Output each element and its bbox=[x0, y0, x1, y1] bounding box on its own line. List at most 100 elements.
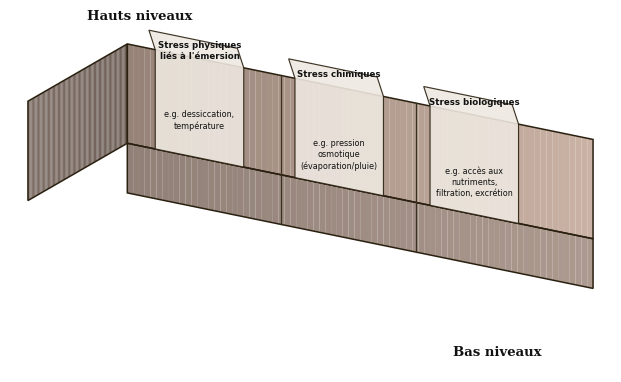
Polygon shape bbox=[576, 136, 581, 236]
Polygon shape bbox=[220, 63, 226, 163]
Polygon shape bbox=[71, 76, 73, 175]
Polygon shape bbox=[558, 231, 564, 282]
Polygon shape bbox=[535, 227, 541, 278]
Polygon shape bbox=[477, 116, 483, 216]
Polygon shape bbox=[296, 178, 302, 229]
Polygon shape bbox=[325, 84, 331, 185]
Polygon shape bbox=[119, 48, 120, 148]
Polygon shape bbox=[505, 221, 512, 272]
Polygon shape bbox=[279, 75, 284, 175]
Polygon shape bbox=[412, 102, 419, 203]
Polygon shape bbox=[541, 228, 546, 279]
Polygon shape bbox=[407, 201, 412, 251]
Polygon shape bbox=[459, 112, 465, 212]
Polygon shape bbox=[197, 157, 203, 209]
Polygon shape bbox=[37, 96, 38, 196]
Polygon shape bbox=[395, 99, 401, 199]
Polygon shape bbox=[97, 60, 99, 160]
Polygon shape bbox=[197, 58, 203, 159]
Polygon shape bbox=[150, 49, 156, 149]
Polygon shape bbox=[273, 173, 279, 224]
Polygon shape bbox=[505, 121, 512, 222]
Polygon shape bbox=[267, 73, 273, 173]
Polygon shape bbox=[383, 97, 389, 197]
Polygon shape bbox=[261, 71, 267, 172]
Polygon shape bbox=[395, 198, 401, 249]
Polygon shape bbox=[209, 61, 215, 161]
Polygon shape bbox=[569, 135, 576, 235]
Polygon shape bbox=[40, 93, 42, 193]
Polygon shape bbox=[94, 63, 95, 163]
Polygon shape bbox=[57, 84, 58, 184]
Polygon shape bbox=[569, 234, 576, 285]
Polygon shape bbox=[243, 68, 250, 168]
Polygon shape bbox=[325, 184, 331, 235]
Polygon shape bbox=[500, 220, 505, 270]
Polygon shape bbox=[65, 79, 66, 179]
Polygon shape bbox=[372, 193, 378, 244]
Polygon shape bbox=[389, 197, 395, 248]
Polygon shape bbox=[145, 47, 150, 148]
Polygon shape bbox=[389, 98, 395, 198]
Polygon shape bbox=[58, 83, 59, 183]
Polygon shape bbox=[523, 125, 529, 226]
Polygon shape bbox=[337, 87, 343, 188]
Polygon shape bbox=[43, 92, 44, 192]
Polygon shape bbox=[102, 58, 104, 157]
Polygon shape bbox=[38, 95, 39, 195]
Polygon shape bbox=[49, 88, 50, 188]
Polygon shape bbox=[412, 202, 419, 253]
Polygon shape bbox=[122, 46, 124, 146]
Polygon shape bbox=[106, 55, 107, 155]
Polygon shape bbox=[308, 180, 314, 231]
Polygon shape bbox=[535, 128, 541, 228]
Polygon shape bbox=[126, 44, 127, 144]
Polygon shape bbox=[226, 163, 232, 214]
Polygon shape bbox=[267, 172, 273, 223]
Polygon shape bbox=[581, 137, 587, 238]
Polygon shape bbox=[93, 63, 94, 163]
Polygon shape bbox=[546, 229, 552, 280]
Polygon shape bbox=[32, 99, 33, 198]
Polygon shape bbox=[203, 60, 209, 160]
Polygon shape bbox=[186, 56, 191, 156]
Polygon shape bbox=[70, 76, 71, 176]
Polygon shape bbox=[145, 147, 150, 198]
Polygon shape bbox=[96, 61, 97, 161]
Polygon shape bbox=[558, 132, 564, 233]
Polygon shape bbox=[88, 66, 89, 166]
Polygon shape bbox=[587, 238, 593, 288]
Polygon shape bbox=[261, 171, 267, 222]
Polygon shape bbox=[343, 88, 348, 189]
Polygon shape bbox=[74, 74, 75, 174]
Polygon shape bbox=[337, 186, 343, 237]
Polygon shape bbox=[477, 215, 483, 266]
Polygon shape bbox=[552, 230, 558, 281]
Polygon shape bbox=[30, 99, 32, 199]
Polygon shape bbox=[28, 100, 29, 201]
Polygon shape bbox=[48, 89, 49, 189]
Polygon shape bbox=[238, 66, 243, 167]
Polygon shape bbox=[494, 119, 500, 220]
Polygon shape bbox=[517, 124, 523, 225]
Text: e.g. accès aux
nutriments,
filtration, excrétion: e.g. accès aux nutriments, filtration, e… bbox=[436, 167, 513, 198]
Polygon shape bbox=[133, 144, 139, 195]
Polygon shape bbox=[587, 138, 593, 239]
Polygon shape bbox=[459, 211, 465, 262]
Polygon shape bbox=[302, 179, 308, 230]
Polygon shape bbox=[424, 87, 519, 223]
Polygon shape bbox=[60, 82, 61, 182]
Polygon shape bbox=[39, 94, 40, 194]
Polygon shape bbox=[448, 209, 453, 260]
Polygon shape bbox=[105, 56, 106, 156]
Polygon shape bbox=[360, 191, 366, 242]
Polygon shape bbox=[121, 47, 122, 147]
Polygon shape bbox=[139, 146, 145, 196]
Polygon shape bbox=[488, 217, 494, 268]
Polygon shape bbox=[255, 70, 261, 171]
Polygon shape bbox=[523, 225, 529, 275]
Polygon shape bbox=[529, 226, 535, 277]
Polygon shape bbox=[114, 51, 115, 151]
Polygon shape bbox=[179, 154, 186, 205]
Polygon shape bbox=[156, 50, 162, 151]
